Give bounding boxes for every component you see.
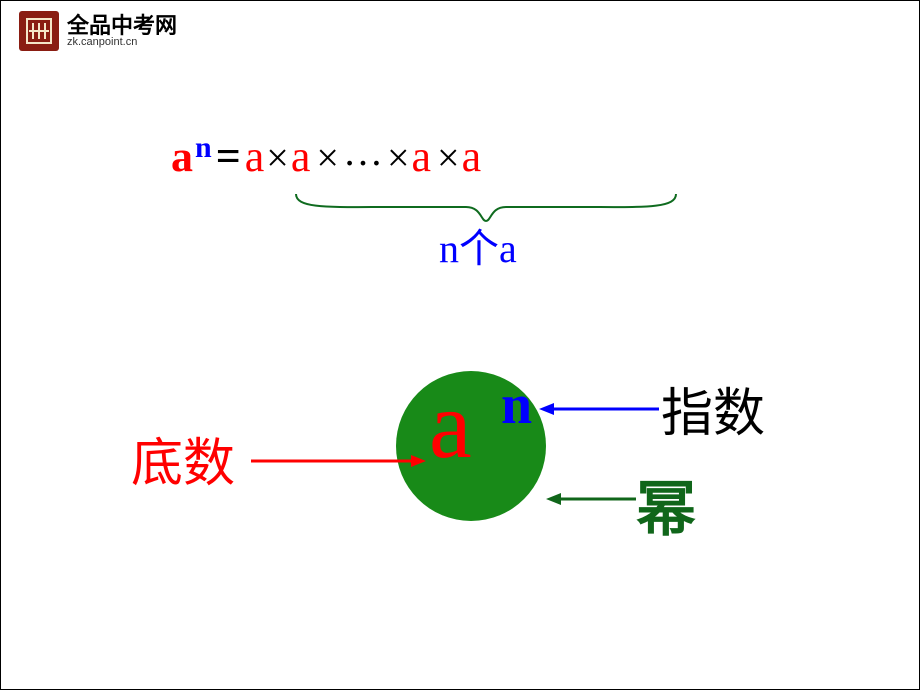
label-power: 幂 bbox=[636, 461, 696, 548]
formula-a1: a bbox=[245, 131, 265, 182]
label-base: 底数 bbox=[131, 421, 235, 496]
formula-exponent: n bbox=[195, 131, 212, 165]
arrow-exponent-icon bbox=[539, 399, 659, 419]
formula-dots: … bbox=[343, 128, 383, 175]
formula-a4: a bbox=[462, 131, 482, 182]
formula-equals: = bbox=[216, 131, 241, 182]
logo-cn: 全品中考网 bbox=[67, 15, 177, 37]
arrow-base-icon bbox=[251, 451, 426, 471]
formula-a2: a bbox=[291, 131, 311, 182]
slide: 全品中考网 zk.canpoint.cn a n = a × a × … × a… bbox=[0, 0, 920, 690]
site-logo: 全品中考网 zk.canpoint.cn bbox=[19, 11, 177, 51]
brace-caption: n个a bbox=[439, 216, 517, 274]
label-exponent: 指数 bbox=[661, 371, 765, 446]
circle-base: a bbox=[429, 369, 472, 480]
logo-text: 全品中考网 zk.canpoint.cn bbox=[67, 15, 177, 48]
power-formula: a n = a × a × … × a × a bbox=[171, 131, 481, 182]
logo-mark-icon bbox=[19, 11, 59, 51]
formula-mul1: × bbox=[266, 134, 289, 181]
formula-mul2: × bbox=[316, 134, 339, 181]
formula-mul4: × bbox=[437, 134, 460, 181]
arrow-power-icon bbox=[546, 489, 636, 509]
logo-en: zk.canpoint.cn bbox=[67, 37, 177, 48]
formula-a3: a bbox=[412, 131, 432, 182]
circle-exponent: n bbox=[501, 373, 532, 437]
formula-mul3: × bbox=[387, 134, 410, 181]
formula-base: a bbox=[171, 131, 193, 182]
